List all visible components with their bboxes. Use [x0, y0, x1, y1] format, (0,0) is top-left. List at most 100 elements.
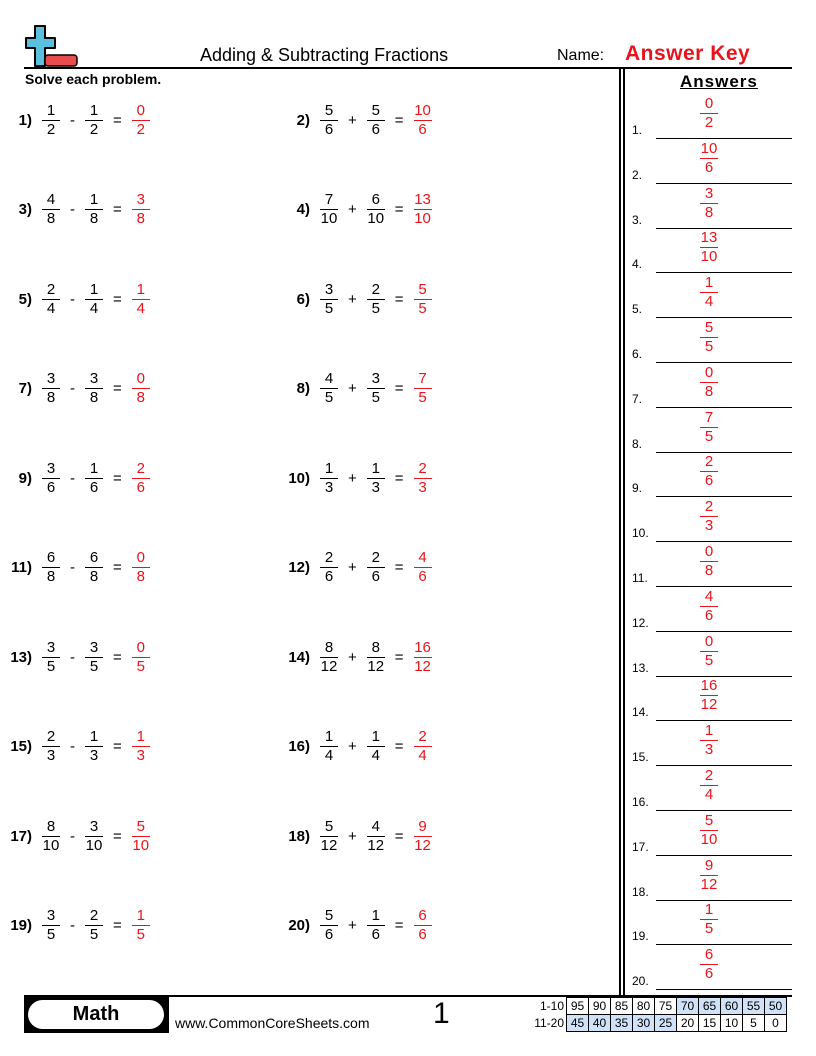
- denominator: 8: [89, 568, 99, 585]
- numerator: 0: [704, 543, 714, 560]
- equals-sign: =: [113, 201, 122, 218]
- fraction-b: 8 12: [365, 639, 387, 676]
- score-cell: 70: [676, 997, 699, 1015]
- numerator: 0: [704, 363, 714, 381]
- problem: 3) 4 8-1 8 = 3 8: [0, 188, 152, 232]
- fraction-bar: [413, 656, 432, 658]
- denominator: 2: [89, 120, 99, 138]
- answer-slot: 17. 5 10: [630, 812, 792, 856]
- denominator: 6: [371, 926, 380, 943]
- answer-line: [656, 854, 792, 856]
- footer-rule: [24, 995, 792, 997]
- denominator: 6: [324, 120, 334, 138]
- fraction-bar: [320, 388, 338, 389]
- score-cell: 5: [742, 1014, 765, 1032]
- problem: 11) 6 8-6 8 = 0 8: [0, 546, 152, 590]
- numerator: 0: [136, 549, 145, 566]
- answer-slot: 5. 1 4: [630, 274, 792, 319]
- problem: 4) 7 10 +6 10 = 13 10: [278, 188, 434, 232]
- equals-sign: =: [113, 648, 122, 666]
- numerator: 1: [371, 459, 380, 477]
- problem: 19) 3 5-2 5 = 1 5: [0, 904, 152, 948]
- answer-number: 10.: [632, 526, 649, 541]
- operator: +: [348, 917, 357, 934]
- numerator: 9: [418, 817, 427, 835]
- answer-line: [656, 227, 792, 229]
- problem-number: 11): [11, 559, 32, 576]
- equals-sign: =: [113, 559, 122, 576]
- fraction-bar: [320, 567, 338, 568]
- score-cell: 15: [698, 1014, 721, 1032]
- numerator: 2: [136, 459, 145, 477]
- numerator: 3: [46, 370, 56, 387]
- operator: +: [348, 827, 357, 845]
- equals-sign: =: [394, 380, 404, 397]
- fraction-bar: [700, 247, 718, 249]
- fraction-bar: [42, 477, 60, 479]
- answer-line: [656, 317, 792, 319]
- plus-minus-logo-icon: [25, 25, 78, 67]
- numerator: 1: [89, 728, 99, 745]
- denominator: 10: [132, 836, 150, 854]
- denominator: 5: [46, 926, 56, 943]
- fraction-bar: [320, 925, 338, 926]
- fraction-bar: [85, 119, 103, 121]
- score-cell: 90: [588, 997, 611, 1015]
- numerator: 2: [46, 280, 56, 298]
- denominator: 8: [704, 203, 714, 221]
- fraction-bar: [131, 119, 150, 121]
- score-cell: 40: [588, 1014, 611, 1032]
- fraction-bar: [320, 477, 338, 479]
- fraction-bar: [366, 656, 385, 658]
- fraction-bar: [42, 209, 60, 210]
- operator: -: [70, 648, 75, 666]
- fraction-bar: [366, 119, 385, 121]
- numerator: 7: [704, 408, 714, 426]
- numerator: 2: [704, 498, 714, 516]
- numerator: 0: [136, 101, 145, 119]
- fraction-bar: [700, 919, 718, 921]
- problem: 13) 3 5-3 5 = 0 5: [0, 635, 152, 679]
- problem-number: 10): [288, 469, 310, 487]
- operator: -: [70, 738, 75, 755]
- fraction-bar: [320, 119, 338, 121]
- numerator: 5: [324, 101, 334, 119]
- numerator: 6: [89, 549, 99, 566]
- answer-fraction: 9 12: [412, 818, 434, 855]
- problem: 20) 5 6 +1 6 = 6 6: [278, 904, 434, 948]
- numerator: 1: [704, 722, 714, 740]
- fraction-bar: [131, 656, 150, 658]
- denominator: 5: [46, 657, 56, 675]
- numerator: 3: [136, 191, 145, 208]
- answer-number: 16.: [632, 795, 649, 809]
- fraction-a: 8 12: [318, 639, 340, 676]
- numerator: 7: [324, 191, 334, 208]
- header-rule: [24, 67, 792, 69]
- answer-number: 9.: [632, 481, 643, 496]
- denominator: 4: [46, 299, 56, 317]
- numerator: 5: [704, 811, 714, 829]
- denominator: 3: [418, 478, 427, 496]
- operator: +: [348, 201, 357, 218]
- score-row: 1-10 95 90 85 80 75 70 65 60 55 50: [530, 997, 787, 1015]
- answer-key-fraction: 16 12: [698, 677, 720, 714]
- denominator: 4: [371, 747, 380, 764]
- problem: 18) 5 12 +4 12 = 9 12: [278, 814, 434, 858]
- denominator: 8: [89, 389, 99, 406]
- denominator: 6: [324, 568, 334, 585]
- equals-sign: =: [113, 738, 122, 755]
- fraction-bar: [366, 388, 385, 389]
- answer-number: 19.: [632, 929, 649, 944]
- denominator: 6: [371, 120, 380, 138]
